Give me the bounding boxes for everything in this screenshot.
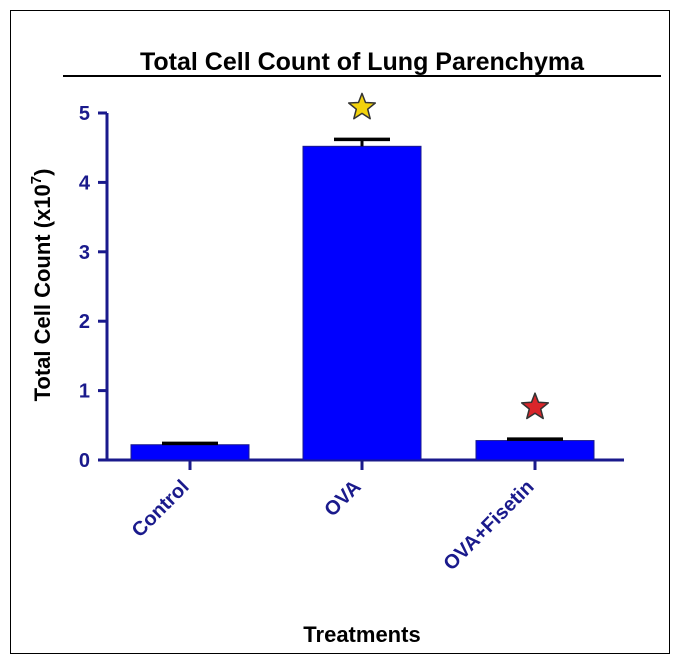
x-tick-label: Control [128,476,194,542]
y-tick-label: 0 [79,450,90,472]
y-tick-label: 5 [79,103,90,125]
star-marker-ova [347,92,377,120]
bars [130,145,595,461]
y-axis-label: Total Cell Count (x107) [28,169,55,402]
y-tick-label: 4 [79,172,91,194]
chart-title: Total Cell Count of Lung Parenchyma [140,48,585,76]
y-tick-label: 2 [79,311,90,333]
x-tick-label: OVA [320,476,365,521]
y-tick-label: 1 [79,381,90,403]
bar-ova [302,145,422,461]
y-axis-label-exponent: 7 [28,176,45,184]
significance-markers [347,92,550,420]
star-marker-ova-fisetin [520,392,550,420]
y-axis-label-suffix: ) [30,169,55,176]
x-axis-label: Treatments [303,622,420,647]
x-categories: Control OVA OVA+Fisetin [128,460,539,575]
x-tick-label: OVA+Fisetin [440,476,539,575]
y-tick-label: 3 [79,242,90,264]
bar-ova-fisetin [475,440,595,461]
bar-control [130,444,250,461]
error-bars [162,137,563,446]
y-ticks: 0 1 2 3 4 5 [79,103,107,472]
y-axis-label-main: Total Cell Count (x10 [30,184,55,401]
